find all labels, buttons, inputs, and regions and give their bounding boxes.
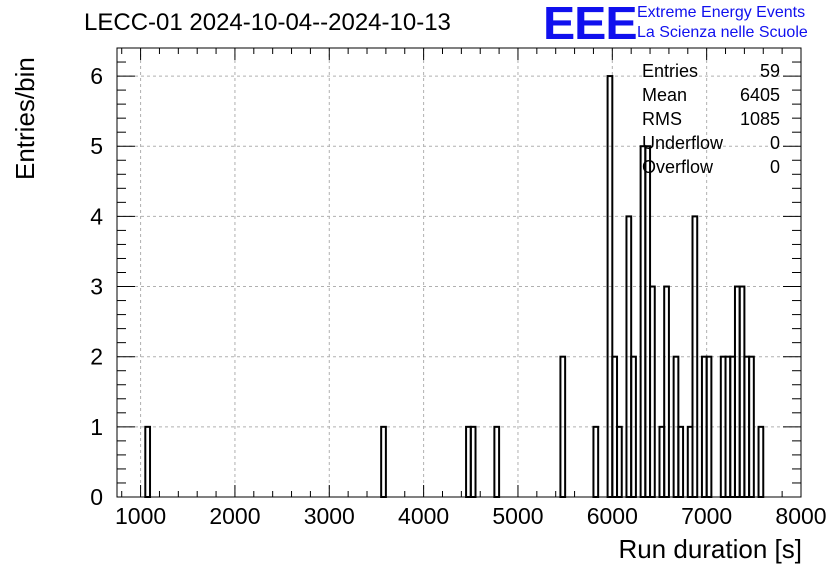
histogram-bin [144,425,152,498]
histogram-bin [677,425,685,498]
y-tick-label: 3 [90,274,103,300]
y-tick-label: 1 [90,414,103,440]
stat-entries: Entries 59 [642,60,780,84]
histogram-bin [559,355,567,498]
stat-rms-label: RMS [642,109,682,129]
stat-overflow-value: 0 [769,157,780,177]
stat-mean-label: Mean [642,85,688,105]
logo-line-2: La Scienza nelle Scuole [637,24,808,41]
stat-entries-value: 59 [759,61,780,81]
stat-underflow-value: 0 [769,133,780,153]
x-tick-label: 6000 [587,503,638,529]
histogram-bin [748,355,755,498]
histogram-bin [606,75,614,498]
stat-underflow: Underflow 0 [642,132,780,156]
x-tick-label: 2000 [209,503,260,529]
y-tick-label: 5 [90,133,103,159]
stat-underflow-label: Underflow [642,133,724,153]
stats-box: Entries 59 Mean 6405 RMS 1085 Underflow … [642,60,780,180]
histogram-bin [663,285,670,498]
y-tick-label: 4 [90,203,103,229]
y-tick-label: 0 [90,484,103,510]
stat-rms: RMS 1085 [642,108,780,132]
histogram-bin [630,355,637,498]
histogram-bin [649,285,656,498]
x-tick-label: 3000 [304,503,355,529]
stat-mean-value: 6405 [739,85,780,105]
histogram-bin [757,425,765,498]
eee-logo: EEE [543,0,638,49]
x-axis-label: Run duration [s] [618,534,802,564]
logo-line-1: Extreme Energy Events [637,4,806,21]
stat-overflow-label: Overflow [642,157,714,177]
x-tick-label: 5000 [492,503,543,529]
y-tick-label: 6 [90,63,103,89]
histogram-bin [592,425,600,498]
histogram-bin [493,425,501,498]
eee-logo-text: Extreme Energy Events La Scienza nelle S… [637,3,808,43]
y-tick-label: 2 [90,344,103,370]
histogram-bin [691,215,699,498]
chart-title: LECC-01 2024-10-04--2024-10-13 [84,9,451,36]
histogram-bin [705,355,713,498]
x-tick-label: 4000 [398,503,449,529]
y-axis-label: Entries/bin [10,57,40,180]
x-tick-label: 7000 [681,503,732,529]
x-tick-label: 1000 [115,503,166,529]
histogram-bin [616,425,623,498]
stat-overflow: Overflow 0 [642,156,780,180]
histogram-bin [469,425,477,498]
histogram-bin [380,425,387,498]
x-tick-label: 8000 [775,503,826,529]
stat-entries-label: Entries [642,61,699,81]
stat-rms-value: 1085 [739,109,780,129]
stat-mean: Mean 6405 [642,84,780,108]
